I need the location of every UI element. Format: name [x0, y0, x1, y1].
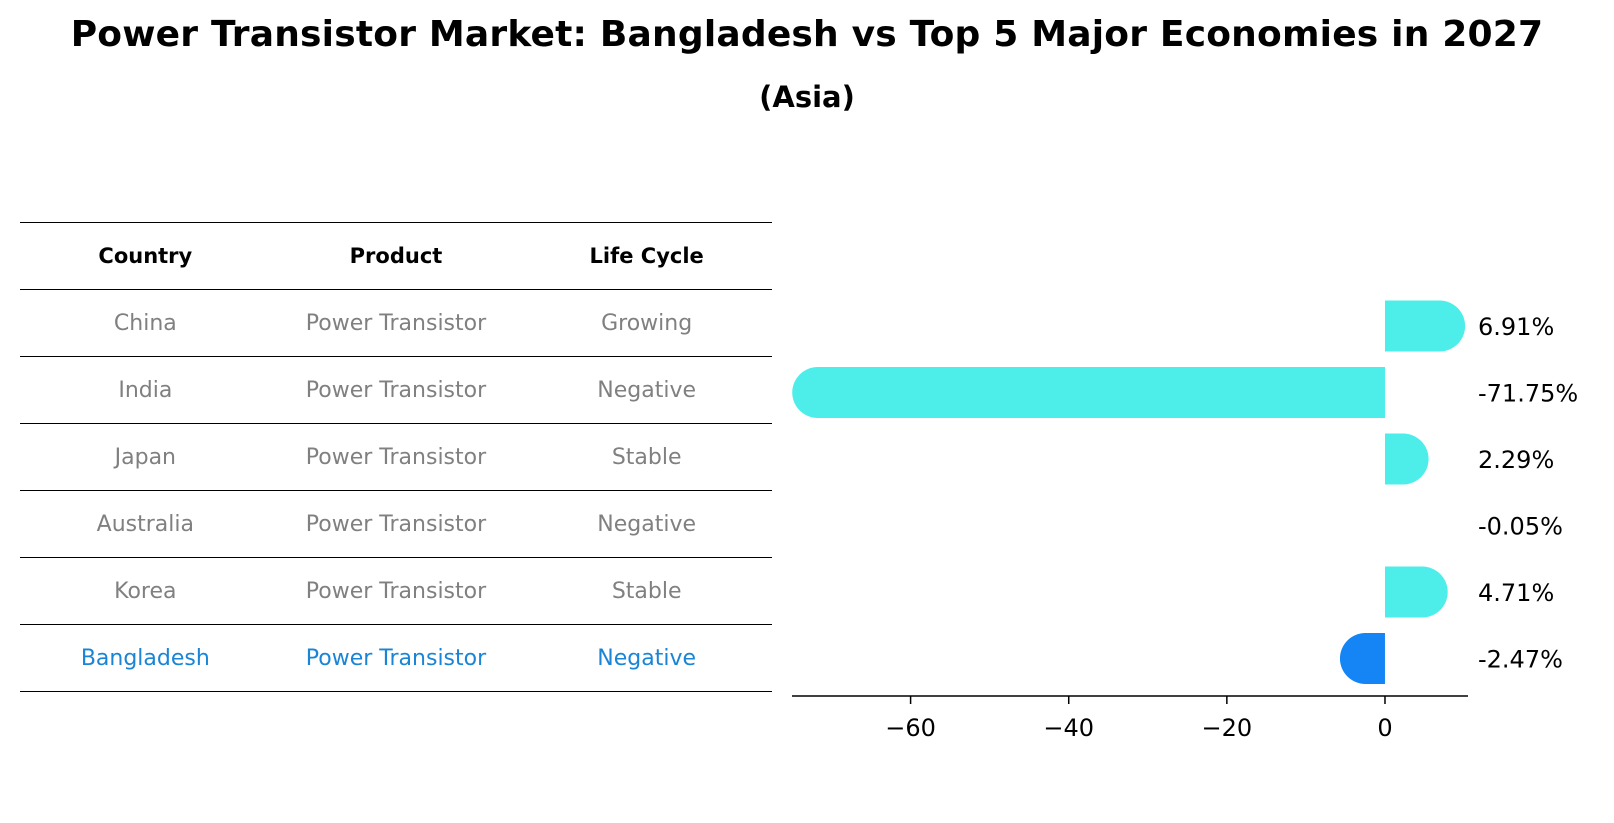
- cell-product: Power Transistor: [270, 423, 522, 491]
- header-country: Country: [20, 222, 271, 290]
- cell-life-cycle: Negative: [521, 490, 772, 558]
- x-tick-label: −40: [1043, 714, 1094, 742]
- bar-bangladesh: [1339, 633, 1385, 684]
- table-row: India Power Transistor Negative: [20, 356, 772, 424]
- bar-value-label: -71.75%: [1478, 380, 1578, 408]
- cell-product: Power Transistor: [270, 289, 522, 357]
- chart-subtitle: (Asia): [759, 80, 855, 114]
- header-product: Product: [270, 222, 522, 290]
- cell-country: Japan: [20, 423, 271, 491]
- table-row: Japan Power Transistor Stable: [20, 423, 772, 491]
- bar-india: [792, 367, 1385, 418]
- cell-life-cycle: Stable: [521, 423, 772, 491]
- cell-product: Power Transistor: [270, 624, 522, 692]
- bar-value-label: -2.47%: [1478, 646, 1563, 674]
- cell-life-cycle: Negative: [521, 624, 772, 692]
- country-table: Country Product Life Cycle China Power T…: [20, 222, 772, 692]
- table-row: Korea Power Transistor Stable: [20, 557, 772, 625]
- cell-life-cycle: Growing: [521, 289, 772, 357]
- cell-product: Power Transistor: [270, 557, 522, 625]
- cell-product: Power Transistor: [270, 490, 522, 558]
- cell-product: Power Transistor: [270, 356, 522, 424]
- chart-title: Power Transistor Market: Bangladesh vs T…: [70, 14, 1544, 55]
- x-tick-label: −60: [885, 714, 936, 742]
- bar-value-label: 6.91%: [1478, 313, 1554, 341]
- table-row-highlighted: Bangladesh Power Transistor Negative: [20, 624, 772, 692]
- bar-korea: [1384, 566, 1448, 618]
- cell-country: India: [20, 356, 271, 424]
- x-tick-label: 0: [1377, 714, 1392, 742]
- cell-country: Korea: [20, 557, 271, 625]
- cell-country: Australia: [20, 490, 271, 558]
- cell-life-cycle: Negative: [521, 356, 772, 424]
- bar-china: [1384, 300, 1466, 352]
- table-row: China Power Transistor Growing: [20, 289, 772, 357]
- bar-value-label: 2.29%: [1478, 446, 1554, 474]
- bar-value-label: -0.05%: [1478, 513, 1563, 541]
- cell-country: China: [20, 289, 271, 357]
- cell-country: Bangladesh: [20, 624, 271, 692]
- table-row: Australia Power Transistor Negative: [20, 490, 772, 558]
- table-header-row: Country Product Life Cycle: [20, 222, 772, 290]
- bar-japan: [1384, 433, 1429, 485]
- x-tick-label: −20: [1202, 714, 1253, 742]
- bar-value-label: 4.71%: [1478, 579, 1554, 607]
- cell-life-cycle: Stable: [521, 557, 772, 625]
- header-life-cycle: Life Cycle: [521, 222, 772, 290]
